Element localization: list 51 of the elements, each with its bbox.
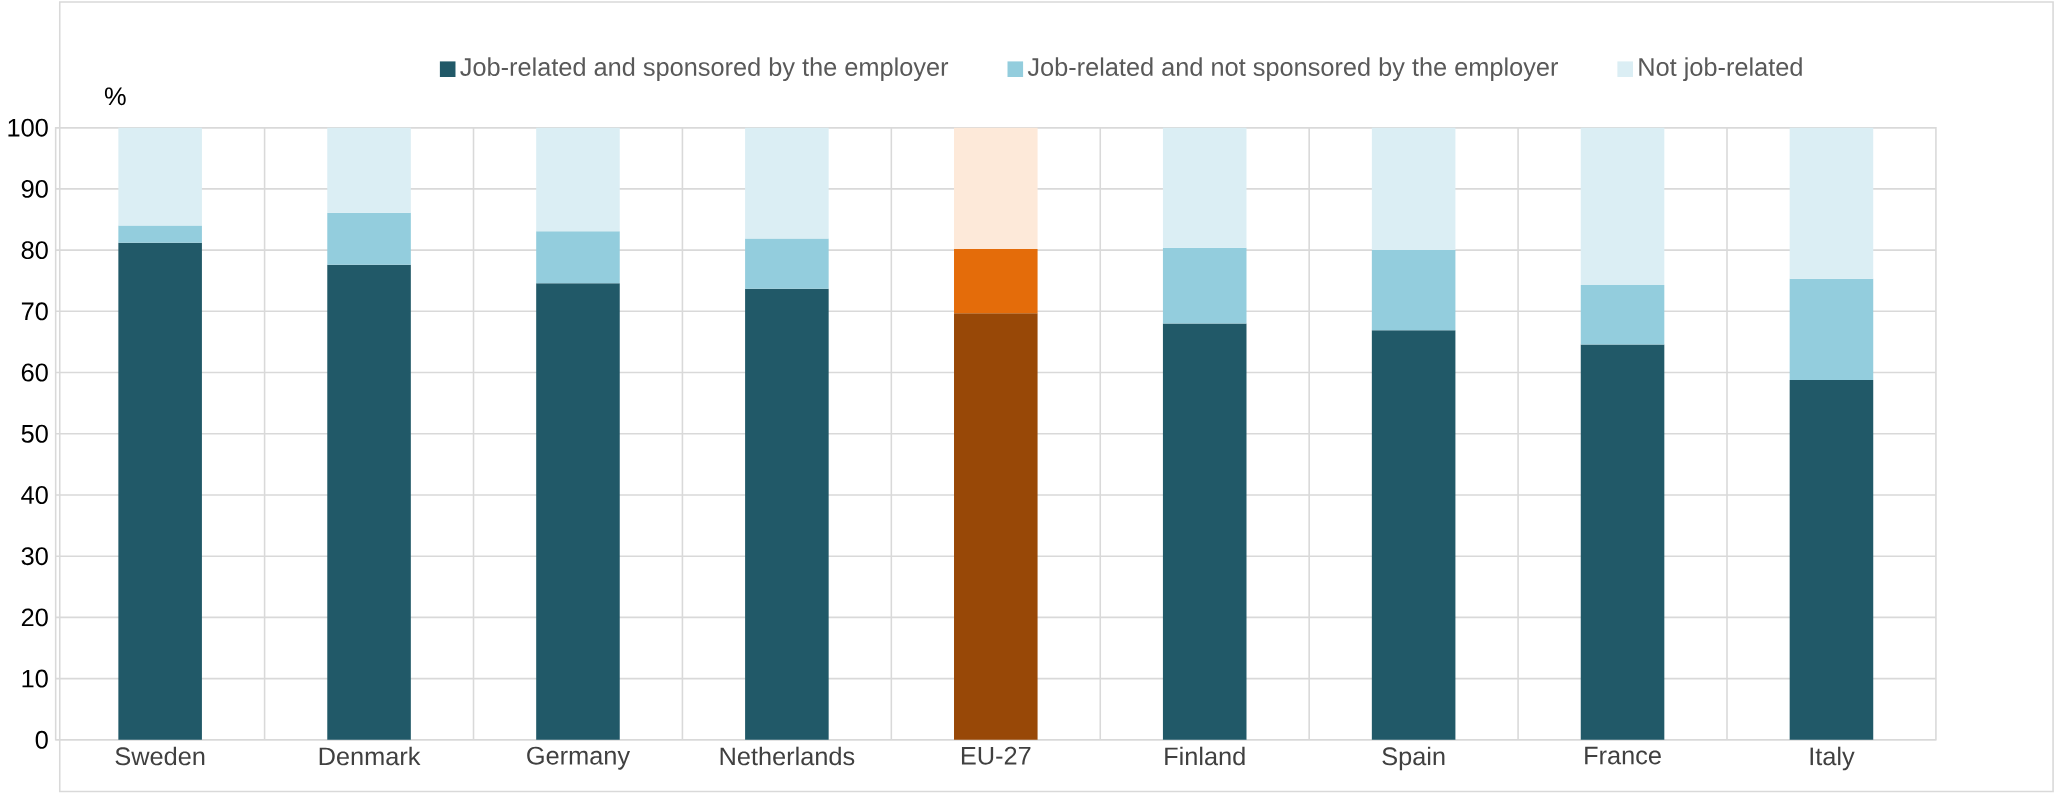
- legend-label: Job-related and not sponsored by the employer: [1027, 57, 1558, 81]
- bar: [1580, 344, 1665, 740]
- bar: [1789, 127, 1874, 279]
- legend-label: Not job-related: [1639, 57, 1802, 81]
- bar: [118, 242, 202, 740]
- bar: [1580, 127, 1665, 285]
- x-tick-label: Sweden: [115, 746, 205, 766]
- x-tick-label: Germany: [527, 746, 631, 770]
- bar: [745, 238, 829, 289]
- y-tick-label: 70: [21, 302, 48, 321]
- x-tick-label: Spain: [1382, 746, 1445, 771]
- bar: [954, 312, 1038, 740]
- x-tick-label: France: [1585, 746, 1661, 765]
- y-tick-label: 30: [21, 546, 48, 565]
- y-tick-label: 90: [21, 179, 48, 198]
- bar: [327, 264, 411, 740]
- y-tick-label: 0: [35, 730, 48, 749]
- y-tick-label: 100: [8, 118, 48, 137]
- bar: [118, 225, 202, 243]
- y-tick-label: 50: [21, 424, 48, 443]
- x-tick-label: Denmark: [319, 746, 421, 766]
- bar: [745, 127, 829, 239]
- y-tick-label: 40: [21, 485, 48, 504]
- y-tick-label: 20: [21, 608, 48, 627]
- bar: [536, 230, 620, 283]
- bar: [1162, 323, 1247, 740]
- bar: [327, 127, 411, 213]
- x-tick-label: EU-27: [961, 746, 1031, 765]
- bar: [536, 282, 620, 740]
- bar: [1371, 330, 1456, 740]
- bar: [1789, 379, 1874, 740]
- y-tick-label: 60: [21, 363, 48, 382]
- x-tick-label: Italy: [1810, 746, 1855, 771]
- bar: [1371, 127, 1456, 250]
- bar: [1162, 127, 1247, 248]
- bar: [954, 127, 1038, 249]
- bar: [1789, 278, 1874, 380]
- x-tick-label: Finland: [1165, 746, 1245, 766]
- bar: [536, 127, 620, 231]
- legend-label: Job-related and sponsored by the employer: [460, 57, 949, 81]
- bar: [1371, 249, 1456, 331]
- x-tick-label: Netherlands: [720, 746, 855, 766]
- y-tick-label: 80: [21, 240, 48, 259]
- bar: [1580, 284, 1665, 345]
- bar: [1162, 247, 1247, 324]
- bar: [954, 248, 1038, 313]
- bar: [745, 288, 829, 740]
- y-axis-title: %: [104, 87, 126, 105]
- y-tick-label: 10: [22, 669, 48, 688]
- bar: [327, 212, 411, 265]
- bar: [118, 127, 202, 226]
